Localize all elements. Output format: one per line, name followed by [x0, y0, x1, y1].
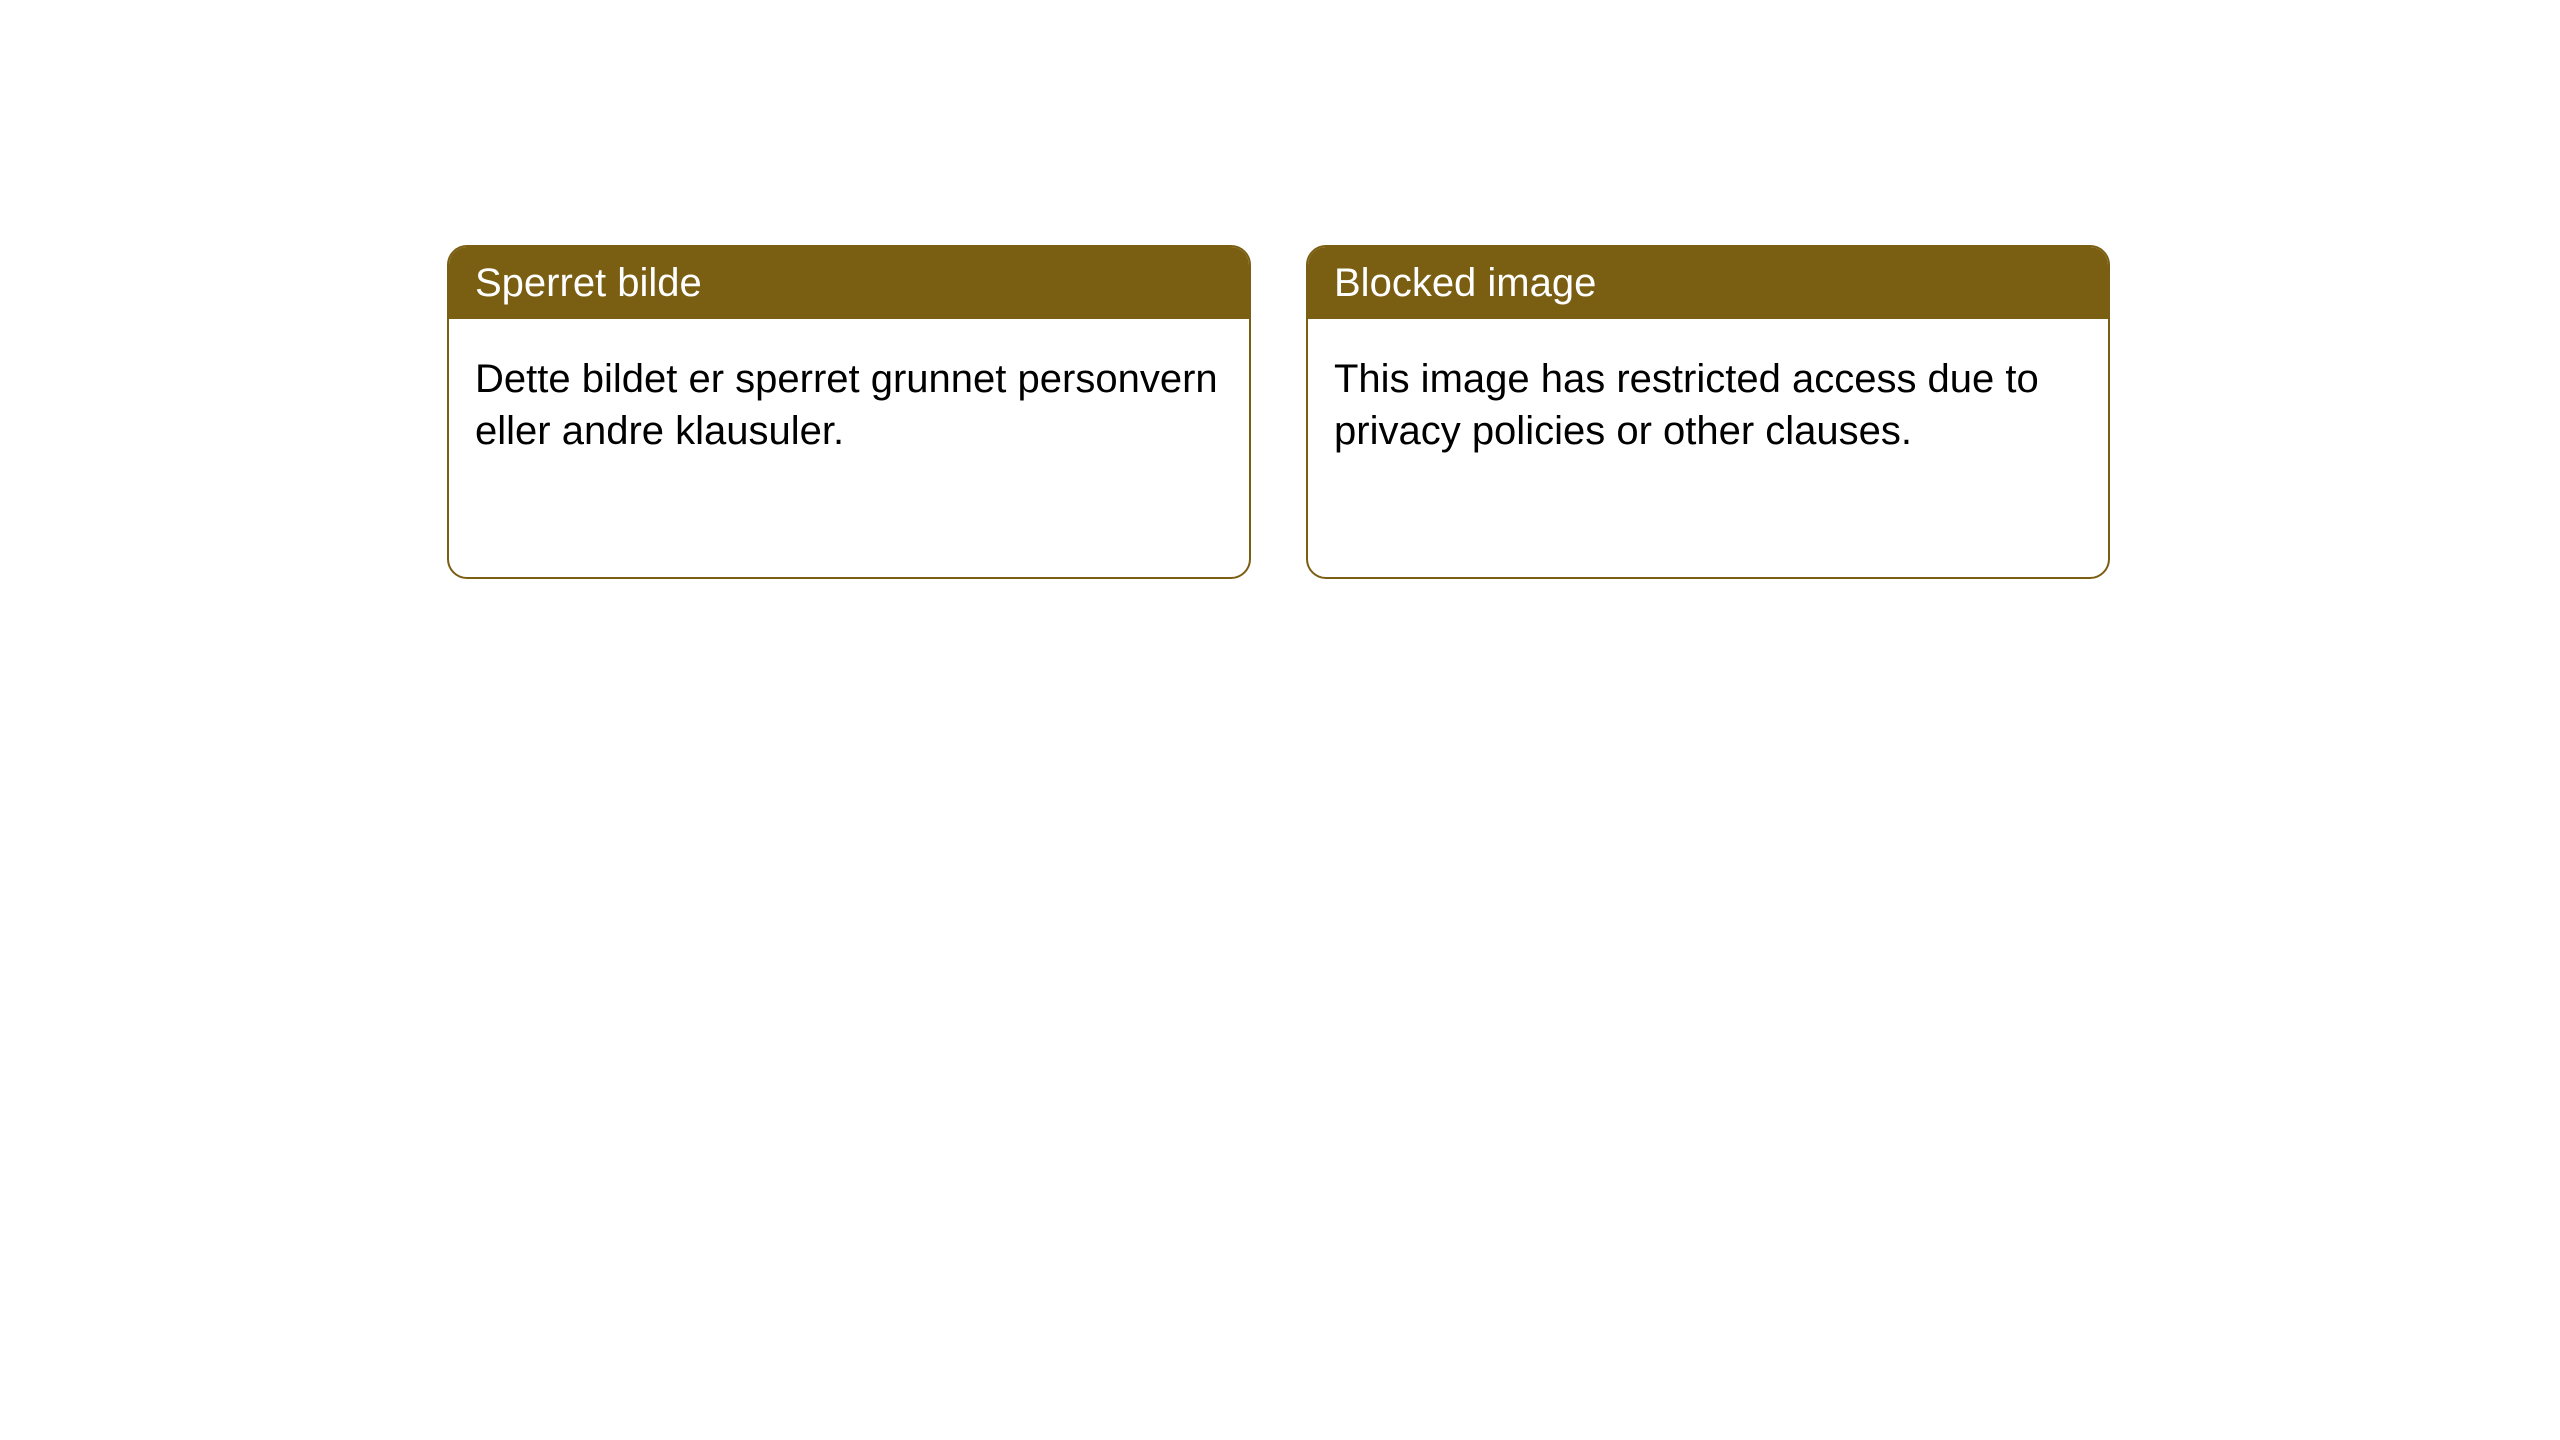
- card-title-norwegian: Sperret bilde: [449, 247, 1249, 319]
- card-title-english: Blocked image: [1308, 247, 2108, 319]
- notice-card-norwegian: Sperret bilde Dette bildet er sperret gr…: [447, 245, 1251, 579]
- notice-container: Sperret bilde Dette bildet er sperret gr…: [0, 0, 2560, 579]
- card-body-norwegian: Dette bildet er sperret grunnet personve…: [449, 319, 1249, 491]
- card-body-english: This image has restricted access due to …: [1308, 319, 2108, 491]
- notice-card-english: Blocked image This image has restricted …: [1306, 245, 2110, 579]
